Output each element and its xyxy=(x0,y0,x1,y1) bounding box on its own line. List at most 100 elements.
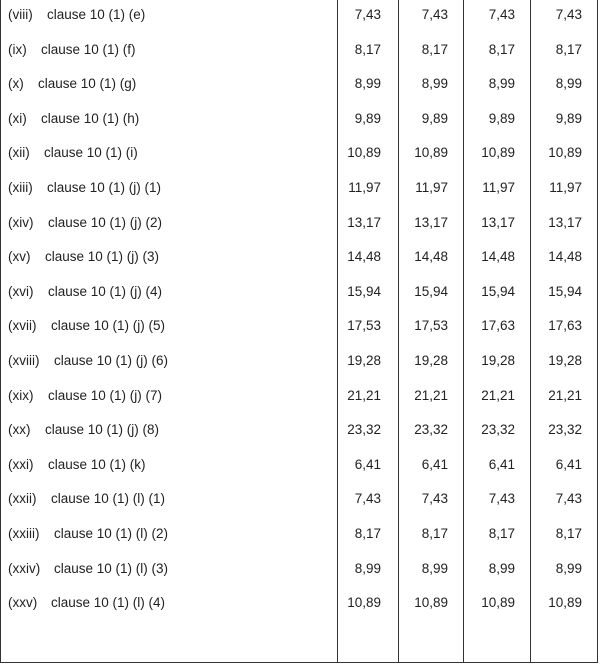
rate-value: 9,89 xyxy=(421,110,448,126)
rate-value: 8,99 xyxy=(421,76,448,92)
rate-value: 9,89 xyxy=(354,110,381,126)
rate-value: 23,32 xyxy=(548,422,582,438)
rate-value: 14,48 xyxy=(414,249,448,265)
rate-value: 8,99 xyxy=(488,76,515,92)
clause-label: clause 10 (1) (l) (1) xyxy=(51,491,166,507)
clause-label: clause 10 (1) (j) (6) xyxy=(54,353,169,368)
clause-label: clause 10 (1) (j) (4) xyxy=(48,283,163,299)
clause-label: clause 10 (1) (j) (7) xyxy=(48,387,163,403)
column-border xyxy=(530,0,531,662)
rate-value: 19,28 xyxy=(414,353,448,368)
column-border xyxy=(398,0,399,662)
rate-value: 7,43 xyxy=(488,491,515,507)
rate-value: 13,17 xyxy=(414,214,448,230)
rate-value: 19,28 xyxy=(481,353,515,368)
rate-value: 13,17 xyxy=(347,214,381,230)
rate-value: 21,21 xyxy=(481,387,515,403)
rate-value: 8,99 xyxy=(421,560,448,576)
rate-value: 10,89 xyxy=(414,145,448,161)
rate-value: 17,53 xyxy=(347,318,381,334)
rate-value: 13,17 xyxy=(548,214,582,230)
row-number: (xviii) xyxy=(8,353,40,368)
clause-label: clause 10 (1) (l) (3) xyxy=(54,560,169,576)
rate-value: 8,17 xyxy=(555,41,582,57)
row-number: (xx) xyxy=(8,422,31,438)
bottom-border xyxy=(0,662,598,663)
rate-value: 21,21 xyxy=(347,387,381,403)
rate-value: 8,17 xyxy=(421,41,448,57)
row-number: (xii) xyxy=(8,145,30,161)
rate-value: 8,99 xyxy=(354,560,381,576)
rate-value: 10,89 xyxy=(481,595,515,611)
clause-label: clause 10 (1) (i) xyxy=(44,145,138,161)
row-number: (xiii) xyxy=(8,180,33,195)
rate-value: 15,94 xyxy=(414,283,448,299)
rate-value: 13,17 xyxy=(481,214,515,230)
rate-value: 10,89 xyxy=(548,145,582,161)
clause-label: clause 10 (1) (j) (2) xyxy=(48,214,163,230)
clause-label: clause 10 (1) (f) xyxy=(41,41,136,57)
rate-value: 8,17 xyxy=(488,526,515,541)
rate-value: 15,94 xyxy=(347,283,381,299)
rate-value: 7,43 xyxy=(354,491,381,507)
rate-value: 8,17 xyxy=(354,41,381,57)
clause-label: clause 10 (1) (j) (8) xyxy=(45,422,160,438)
row-number: (xxiii) xyxy=(8,526,40,541)
row-number: (x) xyxy=(8,76,24,92)
rate-value: 8,99 xyxy=(488,560,515,576)
rate-value: 10,89 xyxy=(347,145,381,161)
rate-value: 7,43 xyxy=(354,7,381,22)
clause-label: clause 10 (1) (e) xyxy=(47,7,146,22)
rate-value: 17,63 xyxy=(548,318,582,334)
rate-value: 6,41 xyxy=(555,456,582,472)
rate-value: 7,43 xyxy=(555,491,582,507)
rate-value: 7,43 xyxy=(421,491,448,507)
rate-value: 14,48 xyxy=(481,249,515,265)
rate-value: 9,89 xyxy=(555,110,582,126)
rate-value: 11,97 xyxy=(348,180,381,195)
rate-value: 10,89 xyxy=(548,595,582,611)
rate-value: 21,21 xyxy=(548,387,582,403)
rate-value: 8,99 xyxy=(354,76,381,92)
column-border xyxy=(337,0,338,662)
row-number: (xxiv) xyxy=(8,560,41,576)
rate-value: 8,17 xyxy=(421,526,448,541)
rate-value: 15,94 xyxy=(548,283,582,299)
rate-value: 23,32 xyxy=(414,422,448,438)
rate-value: 7,43 xyxy=(555,7,582,22)
rate-value: 8,17 xyxy=(555,526,582,541)
rate-value: 14,48 xyxy=(347,249,381,265)
rate-value: 23,32 xyxy=(347,422,381,438)
clause-label: clause 10 (1) (j) (5) xyxy=(51,318,166,334)
rate-value: 23,32 xyxy=(481,422,515,438)
rate-value: 6,41 xyxy=(488,456,515,472)
row-number: (xvii) xyxy=(8,318,37,334)
rate-value: 11,97 xyxy=(482,180,515,195)
row-number: (xxii) xyxy=(8,491,37,507)
column-border xyxy=(0,0,1,662)
row-number: (xvi) xyxy=(8,283,34,299)
rate-value: 7,43 xyxy=(488,7,515,22)
rate-value: 11,97 xyxy=(549,180,582,195)
clause-label: clause 10 (1) (h) xyxy=(41,110,140,126)
rate-value: 6,41 xyxy=(354,456,381,472)
rate-value: 9,89 xyxy=(488,110,515,126)
rate-value: 10,89 xyxy=(414,595,448,611)
row-number: (xiv) xyxy=(8,214,34,230)
rate-value: 6,41 xyxy=(421,456,448,472)
clause-label: clause 10 (1) (l) (4) xyxy=(51,595,166,611)
rate-value: 14,48 xyxy=(548,249,582,265)
rate-value: 19,28 xyxy=(548,353,582,368)
row-number: (ix) xyxy=(8,41,27,57)
rate-value: 8,17 xyxy=(354,526,381,541)
rate-value: 11,97 xyxy=(415,180,448,195)
rate-value: 8,17 xyxy=(488,41,515,57)
rate-value: 17,63 xyxy=(481,318,515,334)
rate-value: 21,21 xyxy=(414,387,448,403)
row-number: (xxi) xyxy=(8,456,34,472)
row-number: (xxv) xyxy=(8,595,38,611)
row-number: (xix) xyxy=(8,387,34,403)
column-border xyxy=(463,0,464,662)
row-number: (viii) xyxy=(8,7,33,22)
